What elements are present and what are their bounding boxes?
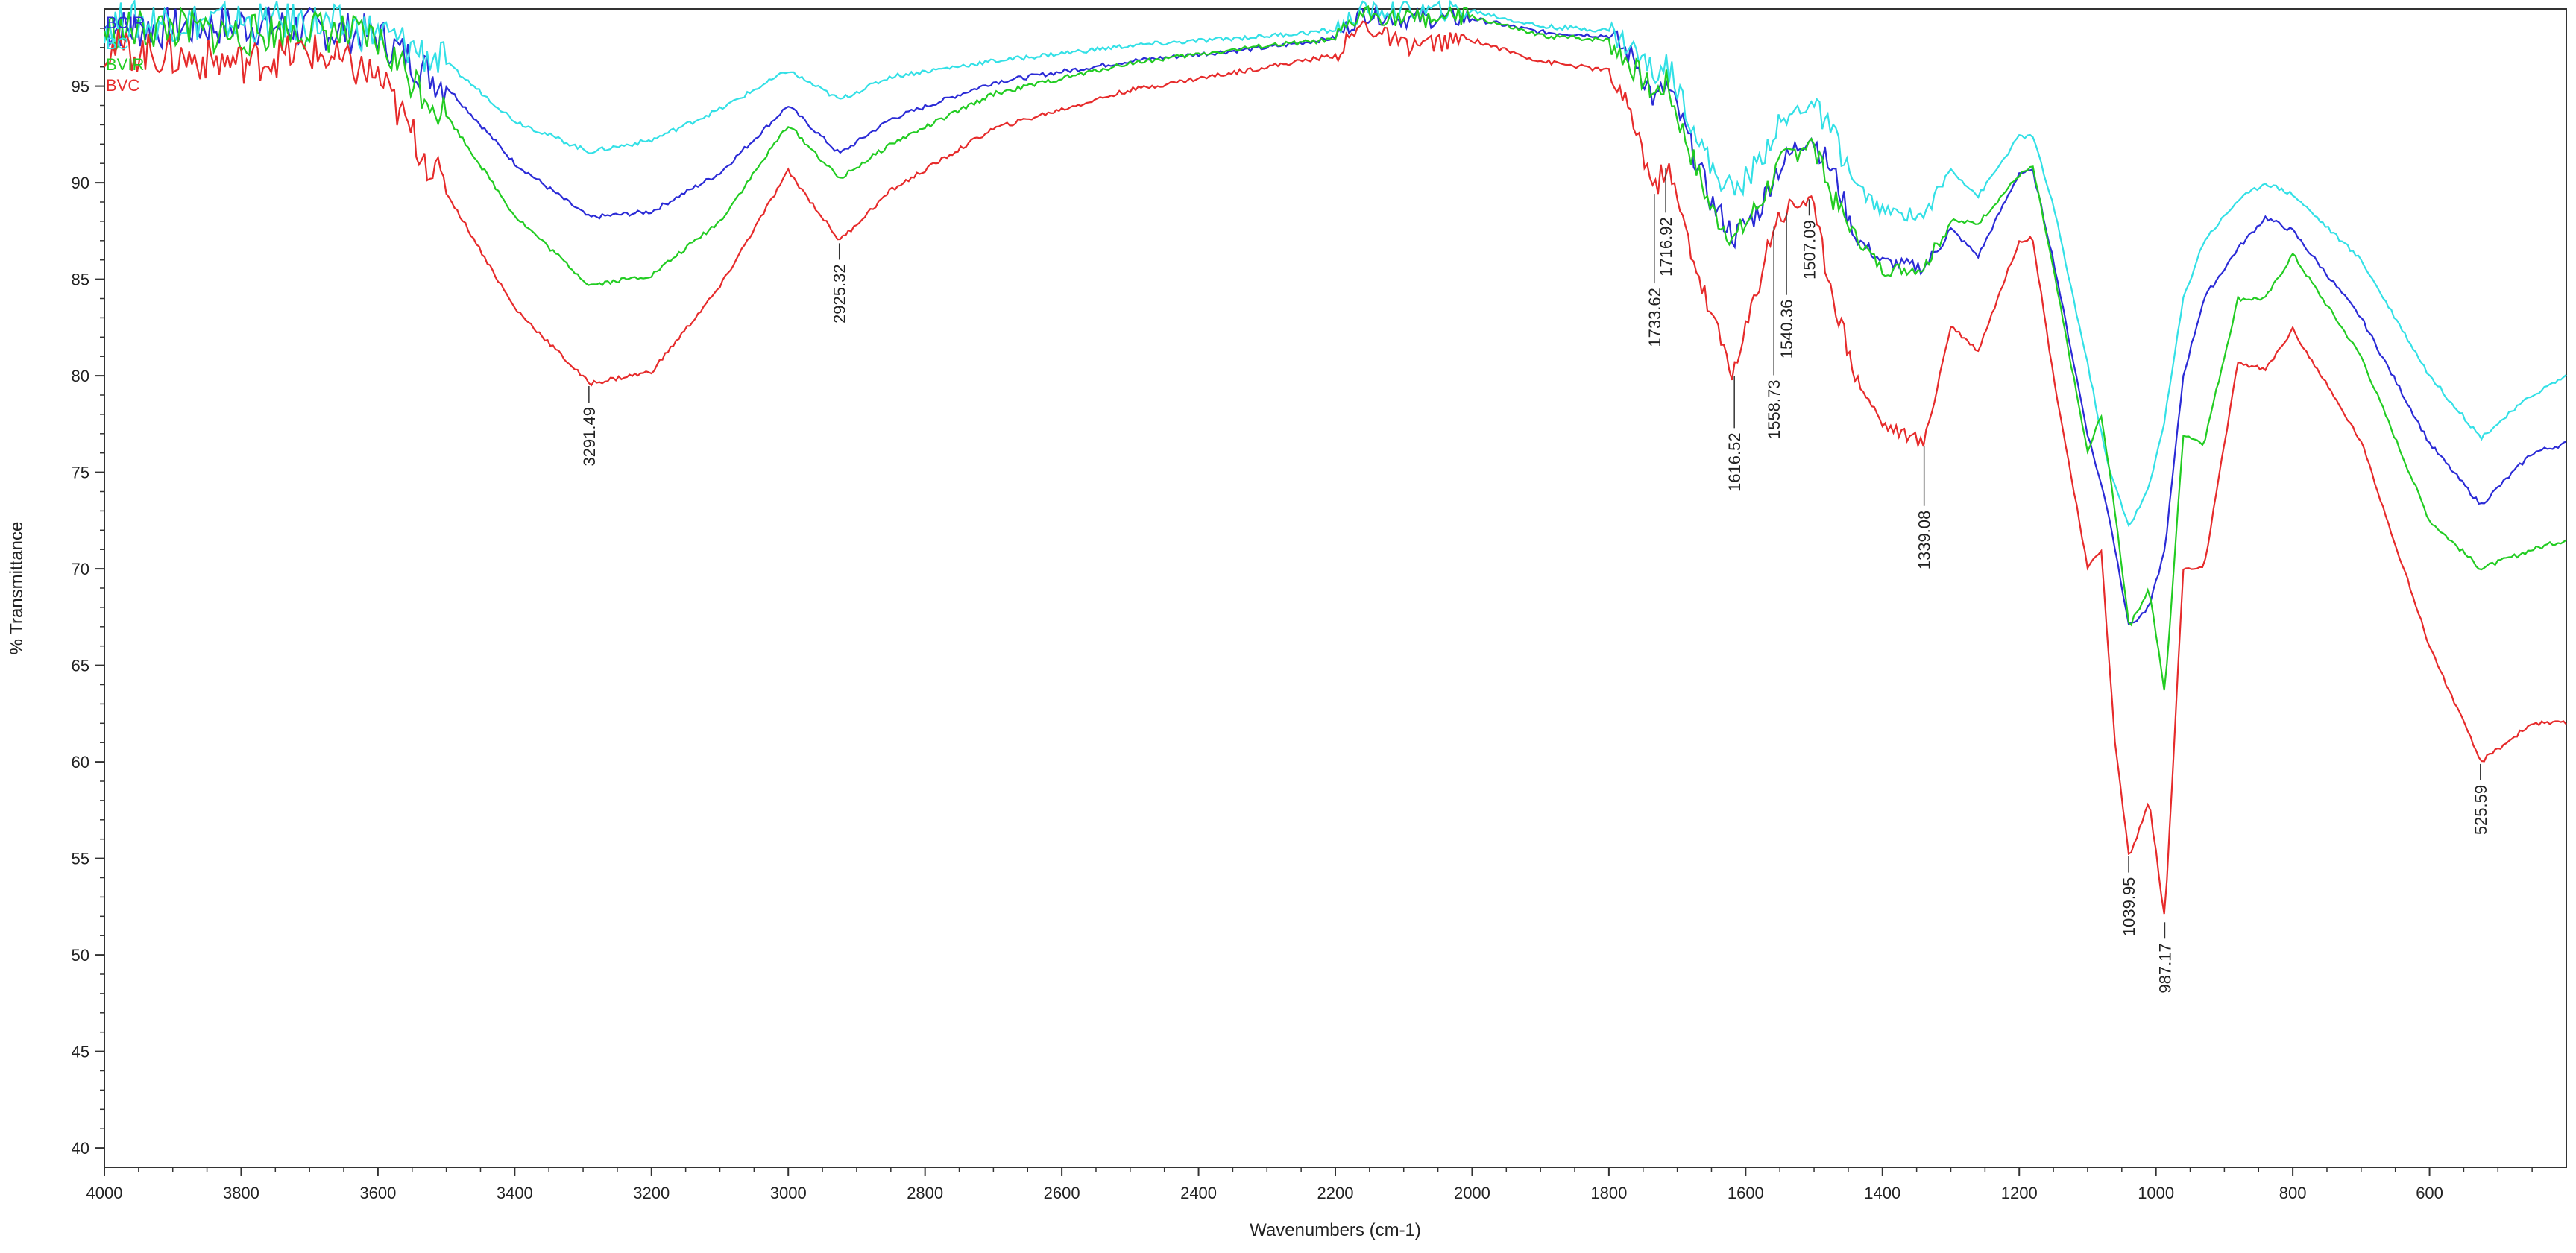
peak-label: 3291.49 — [580, 407, 599, 467]
x-axis: 4000 3800 3600 3400 3200 3000 2800 2600 2400 2200… — [86, 1167, 2533, 1202]
x-tick-label: 600 — [2416, 1184, 2443, 1202]
peak-label: 1733.62 — [1646, 288, 1664, 347]
peak-label: 1616.52 — [1725, 432, 1744, 492]
x-tick-label: 3000 — [770, 1184, 807, 1202]
peak-label: 1339.08 — [1915, 511, 1934, 570]
peak-label: 525.59 — [2472, 785, 2490, 835]
y-tick-label: 50 — [72, 946, 89, 965]
x-tick-label: 2600 — [1044, 1184, 1080, 1202]
peak-label: 1039.95 — [2120, 877, 2138, 937]
y-axis: 40 45 50 55 60 65 70 75 80 85 90 95 — [72, 28, 104, 1158]
x-tick-label: 3400 — [497, 1184, 533, 1202]
peak-label: 1716.92 — [1657, 217, 1675, 277]
series-layer — [103, 0, 2567, 915]
x-tick-label: 2800 — [907, 1184, 943, 1202]
x-tick-label: 2400 — [1180, 1184, 1217, 1202]
legend: BCIR BC BVIR BVC — [106, 13, 145, 95]
y-tick-label: 85 — [72, 271, 89, 289]
y-axis-title: % Transmittance — [7, 522, 27, 655]
y-tick-label: 90 — [72, 174, 89, 192]
series-line-bc — [103, 0, 2567, 528]
legend-entry: BCIR — [106, 13, 145, 32]
x-tick-label: 1400 — [1864, 1184, 1900, 1202]
legend-entry: BVIR — [106, 55, 144, 74]
x-tick-label: 3600 — [359, 1184, 396, 1202]
peak-label: 1507.09 — [1801, 220, 1819, 280]
peak-label: 1540.36 — [1777, 300, 1796, 359]
legend-entry: BVC — [106, 76, 139, 95]
y-tick-label: 65 — [72, 657, 89, 675]
x-tick-label: 3200 — [633, 1184, 670, 1202]
series-line-bvir — [103, 5, 2567, 691]
peak-label: 1558.73 — [1765, 379, 1783, 439]
x-tick-label: 1600 — [1728, 1184, 1764, 1202]
x-tick-label: 2000 — [1454, 1184, 1490, 1202]
series-line-bvc — [104, 20, 2567, 915]
y-tick-label: 70 — [72, 560, 89, 578]
plot-area — [104, 8, 2567, 1168]
x-tick-label: 800 — [2279, 1184, 2307, 1202]
peak-annotations: 3291.49 2925.32 1733.62 1716.92 1616.52 1558.… — [580, 168, 2490, 994]
y-tick-label: 95 — [72, 78, 89, 96]
y-tick-label: 40 — [72, 1139, 89, 1158]
y-tick-label: 45 — [72, 1043, 89, 1061]
x-tick-label: 2200 — [1317, 1184, 1354, 1202]
y-tick-label: 80 — [72, 367, 89, 385]
y-tick-label: 75 — [72, 464, 89, 482]
x-tick-label: 1800 — [1590, 1184, 1627, 1202]
y-tick-label: 55 — [72, 850, 89, 868]
legend-entry: BC — [106, 34, 129, 53]
x-tick-label: 1000 — [2138, 1184, 2174, 1202]
series-line-bcir — [104, 4, 2567, 625]
x-tick-label: 3800 — [223, 1184, 259, 1202]
x-tick-label: 4000 — [86, 1184, 123, 1202]
y-tick-label: 60 — [72, 753, 89, 771]
peak-label: 987.17 — [2155, 943, 2174, 993]
x-tick-label: 1200 — [2001, 1184, 2038, 1202]
peak-label: 2925.32 — [831, 264, 849, 323]
x-axis-title: Wavenumbers (cm-1) — [1250, 1220, 1421, 1240]
